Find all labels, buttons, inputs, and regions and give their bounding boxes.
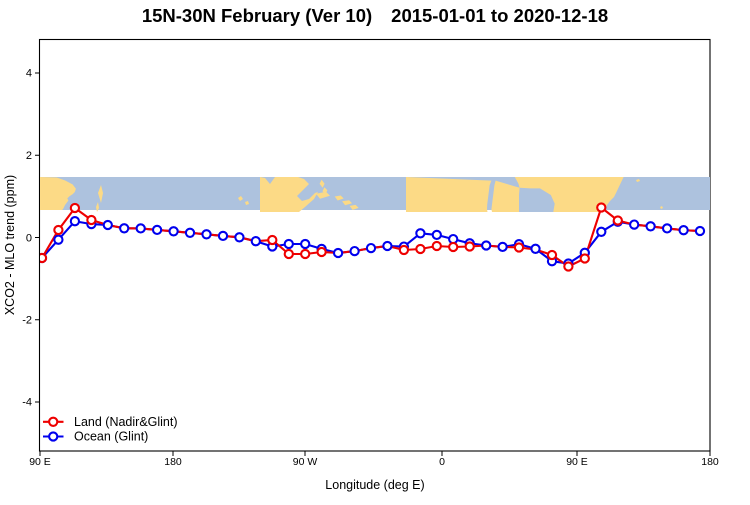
svg-text:Ocean (Glint): Ocean (Glint) <box>74 430 148 444</box>
svg-text:0: 0 <box>439 456 445 468</box>
svg-text:0: 0 <box>26 233 32 245</box>
svg-text:Longitude (deg E): Longitude (deg E) <box>325 478 424 492</box>
svg-text:90 W: 90 W <box>293 456 318 468</box>
svg-text:XCO2 - MLO trend (ppm): XCO2 - MLO trend (ppm) <box>3 175 17 315</box>
svg-text:90 E: 90 E <box>29 456 51 468</box>
svg-text:2: 2 <box>26 150 32 162</box>
svg-text:Land (Nadir&Glint): Land (Nadir&Glint) <box>74 415 178 429</box>
svg-text:4: 4 <box>26 68 32 80</box>
svg-text:180: 180 <box>164 456 182 468</box>
svg-text:180: 180 <box>701 456 719 468</box>
svg-text:-2: -2 <box>22 315 32 327</box>
svg-text:15N-30N February (Ver 10)2015-: 15N-30N February (Ver 10) 2015-01-01 to 2… <box>142 5 608 26</box>
svg-text:90 E: 90 E <box>566 456 588 468</box>
svg-text:-4: -4 <box>22 397 32 409</box>
